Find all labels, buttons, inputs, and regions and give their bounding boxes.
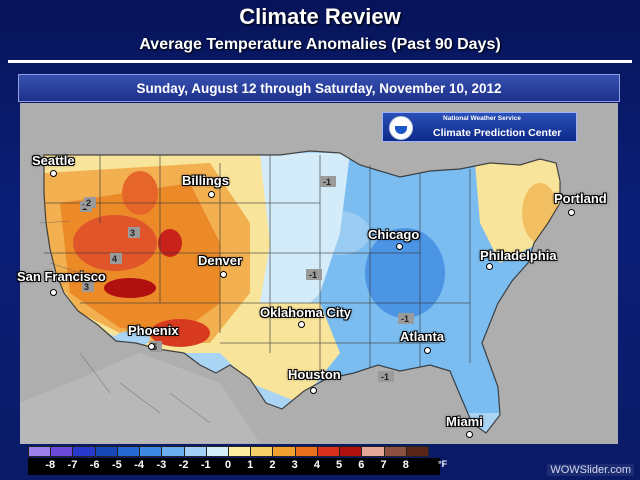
city-label-atlanta: Atlanta (400, 329, 445, 344)
page-subtitle: Average Temperature Anomalies (Past 90 D… (139, 36, 501, 53)
city-label-miami: Miami (446, 414, 483, 429)
cpc-label: Climate Prediction Center (433, 127, 562, 139)
legend-tick-label: 1 (247, 459, 254, 471)
legend-labels: -8 -7 -6 -5 -4 -3 -2 -1 0 1 2 3 4 5 6 7 8 (28, 458, 440, 475)
legend-tick-label: -8 (45, 459, 56, 471)
legend-tick-label: -1 (200, 459, 211, 471)
legend-swatch (361, 446, 385, 457)
legend-swatch (161, 446, 185, 457)
legend-tick-label: -6 (89, 459, 100, 471)
legend-swatch (28, 446, 52, 457)
legend-swatches (28, 446, 440, 457)
legend-tick-label: 5 (336, 459, 343, 471)
legend-swatch (272, 446, 296, 457)
contour-label: -1 (401, 314, 409, 324)
legend-tick-label: 2 (269, 459, 276, 471)
cpc-badge: National Weather Service Climate Predict… (382, 112, 577, 142)
legend-tick-label: 3 (291, 459, 298, 471)
city-dot (424, 347, 431, 354)
legend-tick-label: 0 (224, 459, 232, 471)
anomaly-map: -1 -1 -1 -1 1 3 3 4 5 2 National Weathe (17, 103, 618, 444)
city-label-chicago: Chicago (368, 227, 420, 242)
legend-tick-label: 8 (402, 459, 409, 471)
legend-swatch (139, 446, 163, 457)
city-dot (310, 387, 317, 394)
legend-swatch (116, 446, 141, 457)
city-label-oklahoma-city: Oklahoma City (260, 305, 352, 320)
contour-label: 2 (86, 198, 91, 208)
city-dot (568, 209, 575, 216)
watermark: WOWSlider.com (547, 464, 634, 476)
city-dot (396, 243, 403, 250)
date-range-bar: Sunday, August 12 through Saturday, Nove… (18, 74, 620, 102)
city-dot (466, 431, 473, 438)
legend-swatch (316, 446, 341, 457)
city-label-houston: Houston (288, 367, 341, 382)
nws-label: National Weather Service (443, 115, 521, 122)
city-dot (208, 191, 215, 198)
map-svg: -1 -1 -1 -1 1 3 3 4 5 2 (20, 103, 618, 444)
legend-tick-label: -5 (111, 459, 122, 471)
legend-tick-label: -4 (134, 459, 144, 471)
city-label-san-francisco: San Francisco (17, 269, 106, 284)
legend-swatch (339, 446, 363, 457)
legend-unit: °F (438, 459, 448, 469)
noaa-logo-icon (389, 116, 413, 140)
legend-swatch (250, 446, 274, 457)
legend-tick-label: 4 (313, 459, 320, 471)
city-dot (148, 343, 155, 350)
legend-tick-label: -3 (156, 459, 167, 471)
city-label-philadelphia: Philadelphia (480, 248, 557, 263)
city-label-denver: Denver (198, 253, 243, 268)
city-label-phoenix: Phoenix (128, 323, 179, 338)
contour-label: 3 (130, 228, 135, 238)
city-dot (50, 170, 57, 177)
contour-label: -1 (381, 372, 389, 382)
legend-tick-label: -7 (67, 459, 78, 471)
legend-swatch (94, 446, 118, 457)
legend-swatch (50, 446, 74, 457)
legend-swatch (72, 446, 96, 457)
contour-label: 3 (84, 282, 89, 292)
city-dot (50, 289, 57, 296)
contour-label: -1 (309, 270, 317, 280)
legend-swatch (405, 446, 429, 457)
city-dot (486, 263, 493, 270)
page-title: Climate Review (239, 4, 401, 29)
city-dot (220, 271, 227, 278)
legend-swatch (205, 446, 229, 457)
legend-swatch (228, 446, 252, 457)
city-label-billings: Billings (182, 173, 229, 188)
city-label-portland: Portland (554, 191, 607, 206)
contour-label: 4 (112, 254, 117, 264)
legend-swatch (183, 446, 207, 457)
contour-label: -1 (323, 177, 331, 187)
legend-tick-label: 7 (380, 459, 387, 471)
legend-tick-label: 6 (358, 459, 365, 471)
city-dot (298, 321, 305, 328)
title-divider (8, 60, 632, 63)
legend-swatch (383, 446, 407, 457)
legend-swatch (294, 446, 318, 457)
city-label-seattle: Seattle (32, 153, 75, 168)
color-legend: -8 -7 -6 -5 -4 -3 -2 -1 0 1 2 3 4 5 6 7 8 °F (28, 446, 447, 476)
legend-tick-label: -2 (178, 459, 189, 471)
